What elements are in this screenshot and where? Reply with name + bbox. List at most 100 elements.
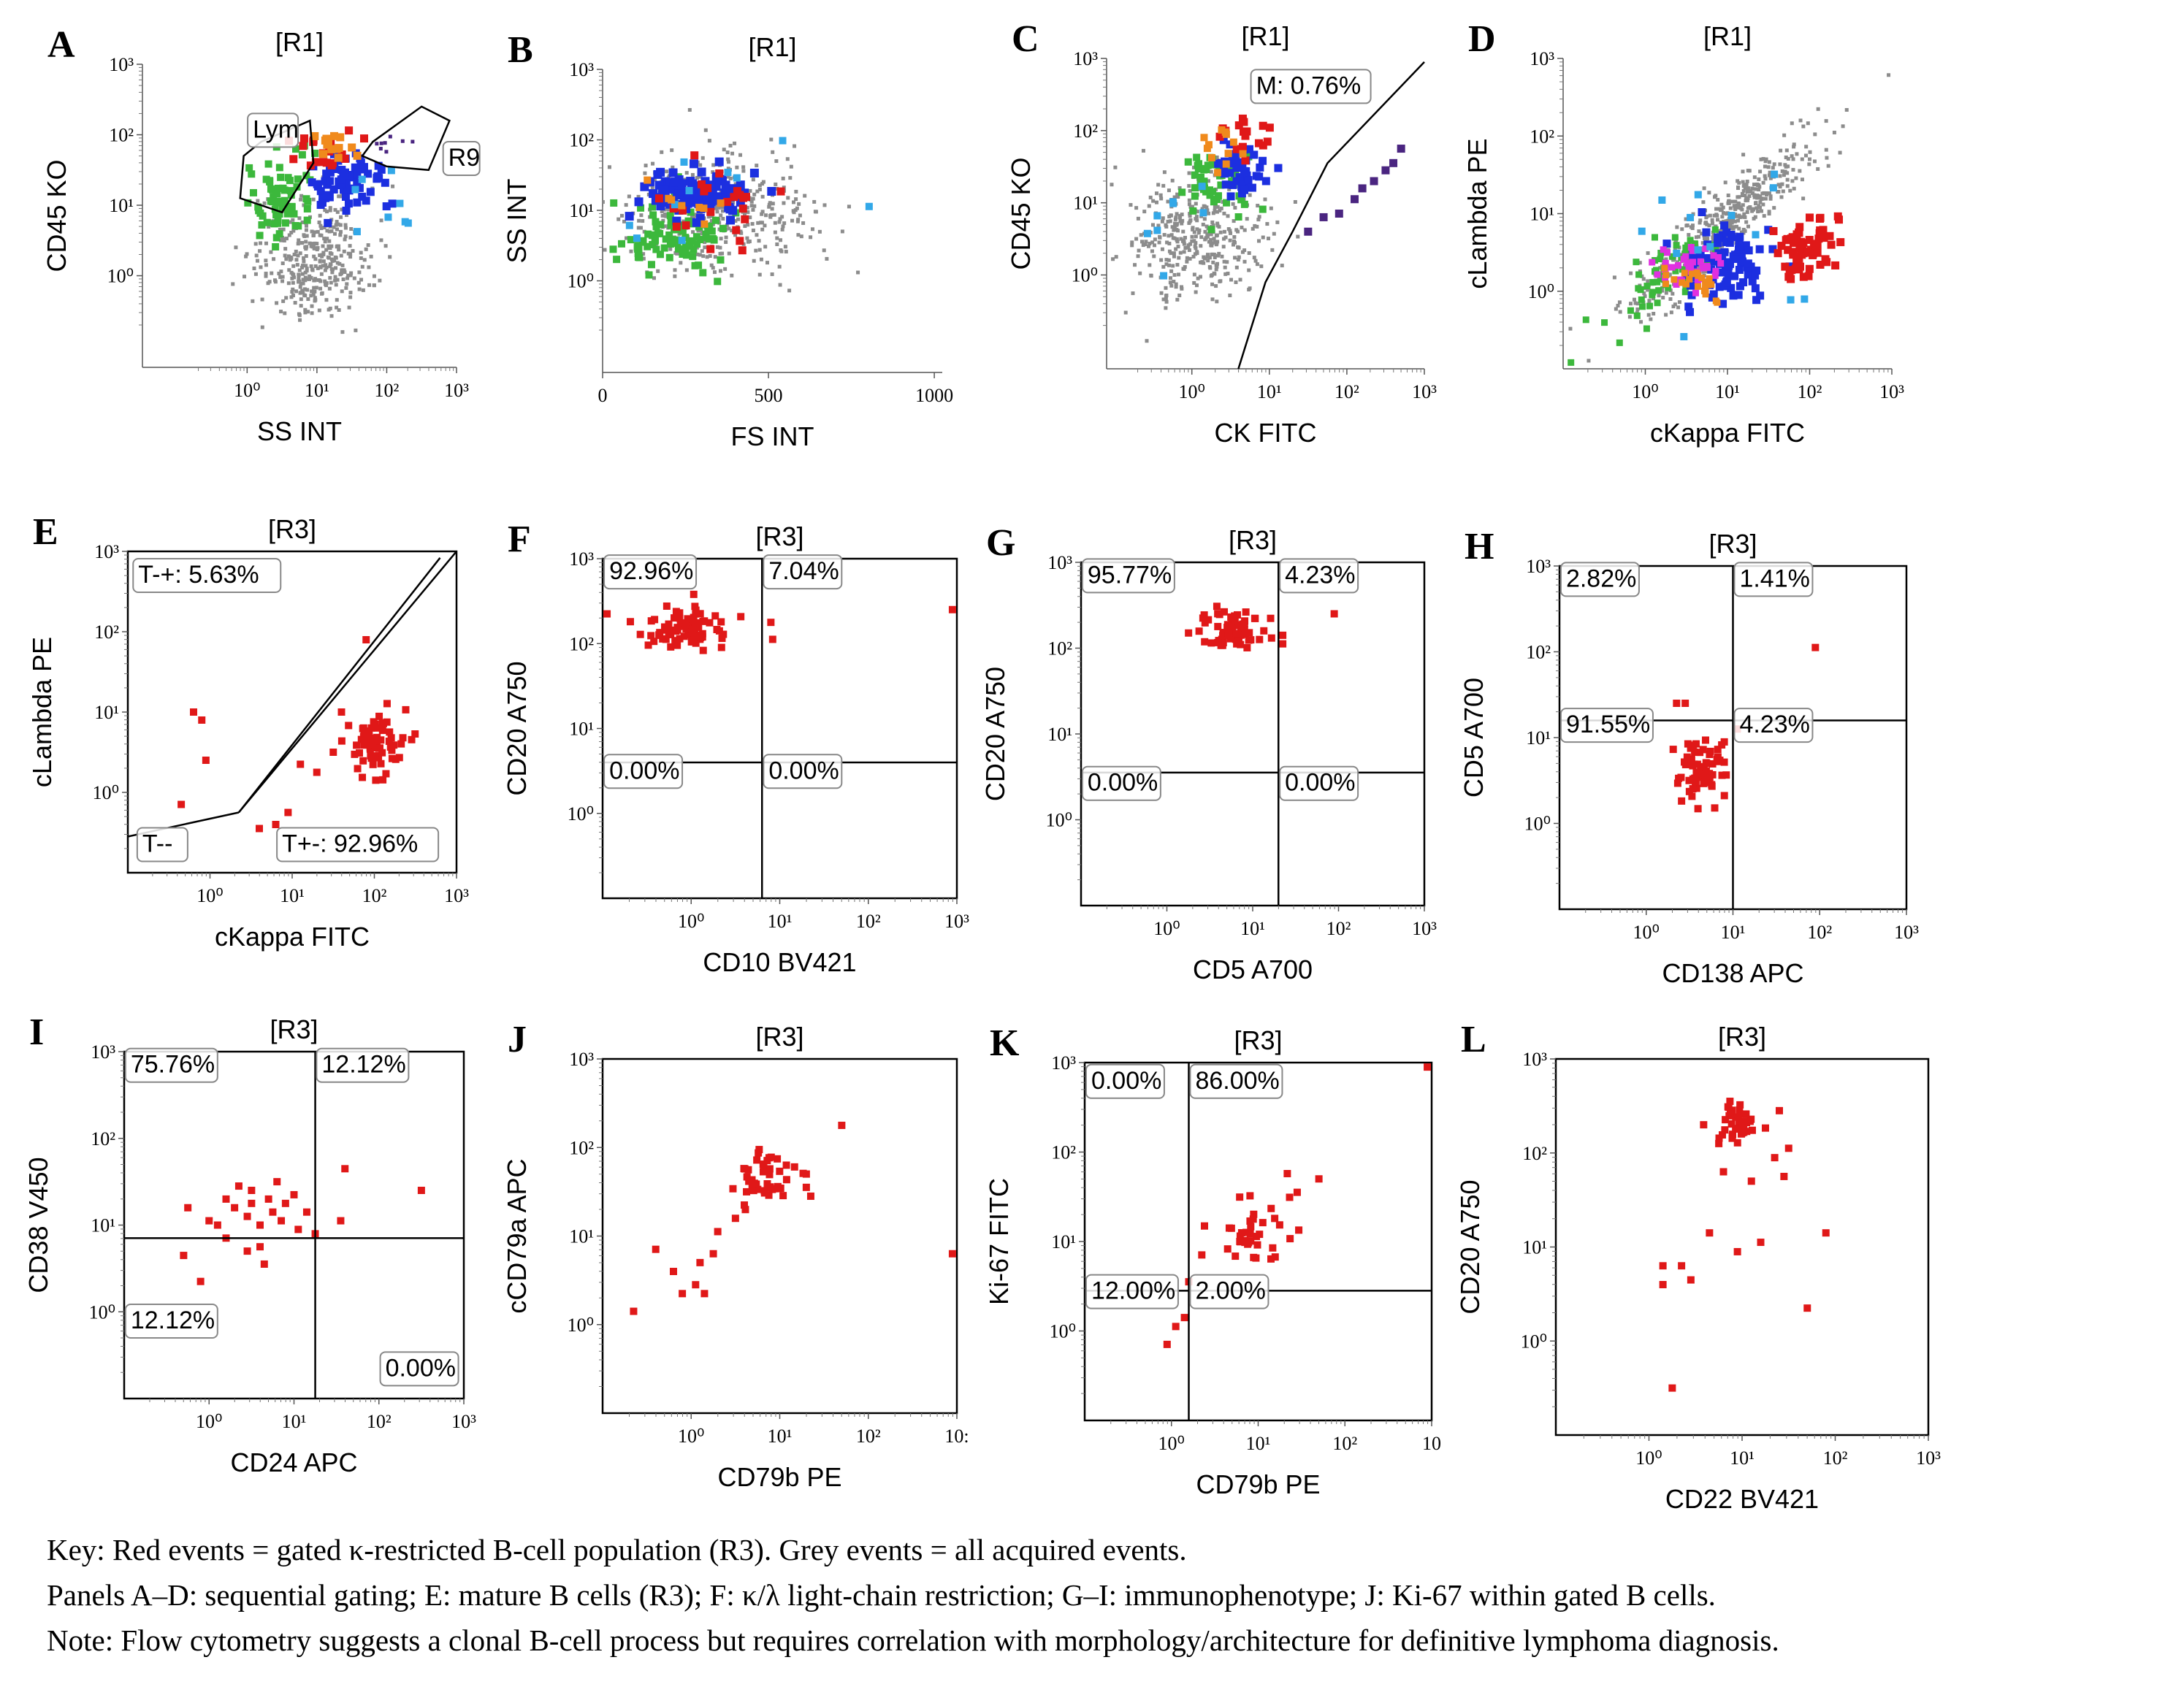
gate-stat-label: Lym <box>253 115 299 143</box>
red-event <box>190 708 197 716</box>
red-event <box>337 1217 345 1225</box>
grey-event <box>548 288 551 291</box>
green-event <box>634 242 642 250</box>
grey-event <box>1746 188 1750 192</box>
grey-event <box>822 203 827 207</box>
gate-stat-box <box>763 554 843 590</box>
magenta-event <box>1689 259 1697 266</box>
grey-event <box>1669 310 1673 315</box>
green-event <box>637 204 645 212</box>
grey-event <box>1719 202 1724 207</box>
red-event <box>737 613 745 621</box>
grey-event <box>779 248 783 253</box>
red-event <box>202 757 210 764</box>
y-tick-label: 10⁰ <box>1524 814 1551 835</box>
red-event <box>1769 226 1778 235</box>
grey-event <box>314 286 318 290</box>
grey-event <box>603 248 607 252</box>
grey-event <box>799 234 803 239</box>
blue-event <box>366 188 375 196</box>
cyan-event <box>358 175 366 183</box>
gate-stat-label: 12.12% <box>131 1307 215 1334</box>
grey-event <box>741 165 746 169</box>
grey-event <box>1167 249 1172 253</box>
grey-event <box>1194 283 1199 288</box>
blue-event <box>1232 150 1240 158</box>
green-event <box>1649 279 1657 286</box>
grey-event <box>786 196 790 200</box>
red-event <box>366 745 374 753</box>
red-event <box>356 749 364 757</box>
red-event <box>676 635 684 643</box>
blue-event <box>329 150 338 158</box>
red-event <box>1215 611 1223 619</box>
blue-event <box>353 198 362 207</box>
grey-event <box>311 292 316 297</box>
grey-event <box>780 227 784 232</box>
grey-event <box>310 242 315 246</box>
grey-event <box>284 237 289 241</box>
grey-event <box>1785 171 1790 175</box>
x-axis-label: CD22 BV421 <box>1665 1484 1819 1514</box>
red-event <box>319 158 328 167</box>
grey-event <box>296 253 300 258</box>
x-tick-label: 10 <box>1422 1433 1441 1454</box>
cyan-event <box>1694 246 1702 254</box>
grey-event <box>1257 215 1261 219</box>
red-event <box>1784 245 1792 254</box>
grey-event <box>264 259 268 263</box>
grey-event <box>1226 227 1231 232</box>
red-event <box>234 1182 243 1190</box>
blue-event <box>1735 242 1744 251</box>
grey-event <box>1181 229 1185 234</box>
y-tick-label: 10⁰ <box>1046 810 1072 831</box>
grey-event <box>1175 240 1180 244</box>
magenta-event <box>1699 264 1706 272</box>
grey-event <box>1732 225 1736 229</box>
red-event <box>1286 1235 1294 1243</box>
grey-event <box>607 165 611 169</box>
red-event <box>1706 773 1714 781</box>
grey-event <box>760 227 765 232</box>
grey-event <box>1172 251 1176 256</box>
grey-event <box>323 264 327 268</box>
grey-event <box>1229 278 1234 282</box>
grey-event <box>313 264 318 269</box>
grey-event <box>768 215 773 219</box>
green-event <box>263 218 271 226</box>
grey-event <box>1671 258 1676 262</box>
orange-event <box>644 176 652 184</box>
blue-event <box>677 179 687 188</box>
grey-event <box>339 253 343 258</box>
y-tick-label: 10³ <box>569 1049 594 1070</box>
grey-event <box>327 286 332 291</box>
grey-event <box>1760 209 1764 213</box>
red-event <box>1711 804 1719 812</box>
red-event <box>1814 234 1823 243</box>
red-event <box>256 825 263 833</box>
grey-event <box>1709 250 1714 254</box>
orange-event <box>678 202 686 210</box>
orange-event <box>1229 138 1237 146</box>
grey-event <box>1177 272 1181 277</box>
y-tick-label: 10² <box>109 125 134 146</box>
y-tick-label: 10³ <box>1526 556 1551 577</box>
grey-event <box>726 157 730 161</box>
cyan-event <box>396 199 404 207</box>
red-event <box>1267 1204 1275 1212</box>
x-tick-label: 10² <box>1807 922 1832 943</box>
grey-event <box>300 264 305 268</box>
grey-event <box>1217 225 1221 229</box>
grey-event <box>1767 173 1771 177</box>
grey-event <box>1209 169 1213 174</box>
grey-event <box>1113 165 1118 169</box>
grey-event <box>308 277 312 281</box>
grey-event <box>1183 245 1188 250</box>
grey-event <box>1164 297 1168 301</box>
cyan-event <box>353 228 361 236</box>
grey-event <box>757 183 762 188</box>
grey-event <box>1744 220 1749 224</box>
red-event <box>1659 1262 1667 1270</box>
x-tick-label: 10⁰ <box>1158 1433 1185 1454</box>
red-event <box>290 1190 298 1198</box>
